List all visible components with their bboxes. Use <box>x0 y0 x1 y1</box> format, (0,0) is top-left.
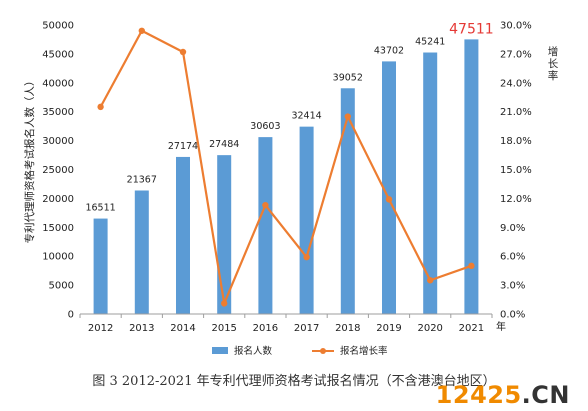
y-left-tick-label: 25000 <box>42 165 74 176</box>
y-right-tick-label: 6.0% <box>500 252 525 263</box>
y-left-tick-label: 15000 <box>42 223 74 234</box>
watermark-logo: 12425.CN <box>436 381 570 409</box>
bar-value-label: 47511 <box>449 21 494 37</box>
y-right-tick-label: 30.0% <box>500 21 532 32</box>
x-tick-label: 2019 <box>376 323 401 334</box>
y-left-tick-label: 45000 <box>42 49 74 60</box>
bar-value-label: 45241 <box>415 37 445 48</box>
x-tick-label: 2012 <box>88 323 113 334</box>
combo-chart: 2012 2013 2014 2015 2016 2017 2018 2019 2020 2021… <box>23 21 559 358</box>
bar-2014 <box>176 156 190 314</box>
growth-point-2015 <box>221 300 228 307</box>
bar-2021 <box>464 39 479 315</box>
growth-rate-line <box>99 29 472 308</box>
y-right-tick-label: 0.0% <box>500 310 525 321</box>
bar-2013 <box>134 190 149 314</box>
growth-point-2018 <box>344 113 351 120</box>
bar-2015 <box>217 155 232 314</box>
growth-point-2019 <box>385 196 393 203</box>
bar-value-label: 27484 <box>209 139 239 150</box>
y-left-tick-label: 5000 <box>49 281 74 292</box>
bar-2018 <box>340 88 355 314</box>
y-right-tick-label: 27.0% <box>500 49 532 60</box>
bar-value-label: 32414 <box>291 111 321 122</box>
y-right-tick-label: 18.0% <box>500 136 532 147</box>
growth-point-2016 <box>262 201 269 209</box>
x-tick-label: 2013 <box>129 323 154 334</box>
legend-label-bar: 报名人数 <box>234 345 273 357</box>
growth-line-layer <box>97 27 475 308</box>
x-tick-label: 2015 <box>211 323 236 334</box>
y-left-tick-label: 0 <box>68 310 74 321</box>
growth-point-2014 <box>179 48 187 56</box>
x-tick-label: 2017 <box>294 323 319 334</box>
watermark-prefix: 12425 <box>435 381 522 409</box>
legend: 报名人数 报名增长率 <box>212 345 388 357</box>
bar-value-label: 16511 <box>85 203 115 214</box>
axes-layer: 2012 2013 2014 2015 2016 2017 2018 2019 2020 2021… <box>23 21 559 335</box>
x-axis-unit: 年 <box>496 320 506 333</box>
labels-layer: 16511 21367 27174 27484 30603 32414 39052 43702… <box>85 21 493 213</box>
figure-caption: 图 3 2012-2021 年专利代理师资格考试报名情况（不含港澳台地区） <box>92 374 496 389</box>
bar-2017 <box>299 126 314 314</box>
legend-marker-line <box>320 348 326 354</box>
x-tick-label: 2014 <box>170 323 195 334</box>
y-right-tick-label: 3.0% <box>500 281 525 292</box>
y-left-tick-label: 35000 <box>42 107 74 118</box>
bar-2019 <box>382 61 396 315</box>
y-right-tick-label: 24.0% <box>500 78 532 89</box>
y-left-axis-title: 专利代理师资格考试报名人数（人） <box>23 76 36 244</box>
growth-point-2021 <box>468 262 475 270</box>
legend-swatch-bar <box>212 347 228 354</box>
x-tick-label: 2021 <box>459 323 484 334</box>
x-tick-label: 2020 <box>417 323 442 334</box>
bar-value-label: 30603 <box>250 121 280 132</box>
x-tick-label: 2016 <box>253 323 278 334</box>
y-left-tick-label: 20000 <box>42 194 74 205</box>
bar-value-label: 21367 <box>127 174 157 185</box>
y-left-tick-label: 10000 <box>42 252 74 263</box>
growth-point-2013 <box>138 27 145 34</box>
watermark-suffix: .CN <box>521 381 570 409</box>
bar-value-label: 39052 <box>333 72 363 83</box>
y-right-tick-label: 12.0% <box>500 194 532 205</box>
y-left-tick-label: 30000 <box>42 136 74 147</box>
x-tick-label: 2018 <box>335 323 360 334</box>
growth-point-2012 <box>97 103 104 111</box>
bar-2016 <box>258 137 273 314</box>
y-left-tick-label: 50000 <box>42 21 74 32</box>
y-right-tick-label: 21.0% <box>500 107 532 118</box>
y-right-tick-label: 15.0% <box>500 165 532 176</box>
legend-label-line: 报名增长率 <box>340 345 388 357</box>
bars-layer <box>93 39 479 315</box>
y-left-tick-label: 40000 <box>42 78 74 89</box>
bar-2020 <box>423 52 438 314</box>
growth-point-2017 <box>303 253 310 261</box>
bar-2012 <box>93 218 108 314</box>
growth-point-2020 <box>427 277 434 284</box>
bar-value-label: 43702 <box>374 45 404 56</box>
bar-value-label: 27174 <box>168 141 198 152</box>
y-right-tick-label: 9.0% <box>500 223 525 234</box>
y-right-axis-title: 增长率 <box>548 45 559 82</box>
